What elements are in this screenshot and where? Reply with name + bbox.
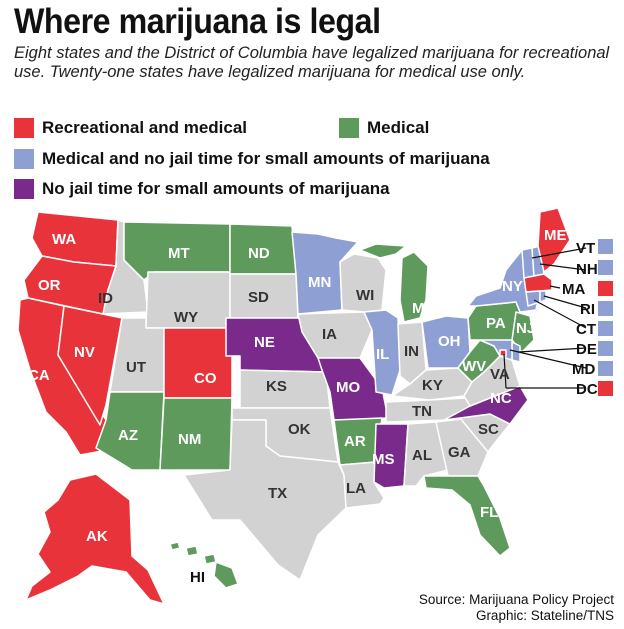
label-me: ME <box>544 227 567 244</box>
callout-label-nh: NH <box>576 261 598 278</box>
state-hi-2[interactable] <box>185 545 199 557</box>
legend-recreational: Recreational and medical <box>14 118 247 138</box>
state-hi-4[interactable] <box>213 561 239 589</box>
graphic-credit-line: Graphic: Stateline/TNS <box>475 608 614 623</box>
legend-swatch-medical <box>339 118 359 138</box>
label-nm: NM <box>178 431 201 448</box>
label-or: OR <box>38 277 61 294</box>
state-il[interactable] <box>363 309 401 396</box>
label-wy: WY <box>174 309 198 326</box>
callout-swatch-de <box>598 341 613 356</box>
state-dc[interactable] <box>499 349 507 357</box>
state-mi-upper[interactable] <box>359 243 407 259</box>
label-nv: NV <box>74 344 95 361</box>
callout-swatch-nh <box>598 260 613 275</box>
label-al: AL <box>412 447 432 464</box>
label-va: VA <box>490 366 510 383</box>
label-az: AZ <box>118 427 138 444</box>
legend-medical: Medical <box>339 118 429 138</box>
label-ut: UT <box>126 359 146 376</box>
legend-no-jail: No jail time for small amounts of mariju… <box>14 179 390 199</box>
label-sc: SC <box>478 421 499 438</box>
callout-label-vt: VT <box>576 240 595 257</box>
state-nj[interactable] <box>511 311 535 353</box>
label-tx: TX <box>268 485 287 502</box>
label-oh: OH <box>438 333 461 350</box>
source-line: Source: Marijuana Policy Project <box>418 592 614 607</box>
label-wa: WA <box>52 231 76 248</box>
state-fl[interactable] <box>423 475 511 557</box>
label-nj: NJ <box>516 320 535 337</box>
state-ms[interactable] <box>373 423 409 489</box>
callout-label-dc: DC <box>576 381 598 398</box>
callout-swatch-vt <box>598 239 613 254</box>
state-tx[interactable] <box>183 419 347 581</box>
label-la: LA <box>346 480 366 497</box>
label-pa: PA <box>486 315 506 332</box>
callout-swatch-ct <box>598 321 613 336</box>
label-ny: NY <box>502 278 523 295</box>
label-ok: OK <box>288 421 311 438</box>
label-wi: WI <box>356 287 374 304</box>
state-mi[interactable] <box>399 251 429 323</box>
label-in: IN <box>404 343 419 360</box>
callout-leaders <box>503 247 587 389</box>
state-ma[interactable] <box>523 273 553 293</box>
label-mt: MT <box>168 245 190 262</box>
callout-swatch-ri <box>598 301 613 316</box>
map-title: Where marijuana is legal <box>14 2 381 41</box>
label-ne: NE <box>254 334 275 351</box>
label-sd: SD <box>248 289 269 306</box>
label-ca: CA <box>28 367 50 384</box>
legend-label-no-jail: No jail time for small amounts of mariju… <box>42 179 390 198</box>
legend-label-recreational: Recreational and medical <box>42 118 248 137</box>
callout-label-de: DE <box>576 341 597 358</box>
callout-label-ct: CT <box>576 321 596 338</box>
callout-swatch-dc <box>598 381 613 396</box>
label-ga: GA <box>448 444 471 461</box>
legend-label-medical-no-jail: Medical and no jail time for small amoun… <box>42 149 490 168</box>
label-co: CO <box>194 370 217 387</box>
state-nv[interactable] <box>57 305 123 426</box>
label-nd: ND <box>248 245 270 262</box>
label-il: IL <box>376 346 389 363</box>
label-ia: IA <box>322 326 337 343</box>
label-mn: MN <box>308 274 331 291</box>
label-id: ID <box>98 290 113 307</box>
callout-label-ma: MA <box>562 281 585 298</box>
label-hi: HI <box>190 569 205 586</box>
legend-swatch-recreational <box>14 118 34 138</box>
legend-medical-no-jail: Medical and no jail time for small amoun… <box>14 149 490 169</box>
label-ks: KS <box>266 378 287 395</box>
label-ar: AR <box>344 433 366 450</box>
label-wv: WV <box>462 358 486 375</box>
state-co[interactable] <box>163 327 233 399</box>
label-nc: NC <box>490 390 512 407</box>
label-fl: FL <box>480 504 498 521</box>
source-credit: Source: Marijuana Policy Project Graphic… <box>419 592 614 624</box>
state-ak[interactable] <box>25 473 165 605</box>
state-hi-3[interactable] <box>203 553 217 565</box>
callout-label-ri: RI <box>580 301 595 318</box>
callout-label-md: MD <box>572 361 595 378</box>
legend-swatch-medical-no-jail <box>14 149 34 169</box>
label-mo: MO <box>336 379 360 396</box>
state-ri[interactable] <box>539 290 547 303</box>
legend-swatch-no-jail <box>14 179 34 199</box>
label-ky: KY <box>422 377 443 394</box>
label-tn: TN <box>412 403 432 420</box>
legend-label-medical: Medical <box>367 118 430 137</box>
label-ms: MS <box>372 451 395 468</box>
label-ak: AK <box>86 528 108 545</box>
state-az[interactable] <box>95 391 165 471</box>
label-mi: MI <box>412 300 429 317</box>
state-hi-1[interactable] <box>169 541 181 551</box>
map-subtitle: Eight states and the District of Columbi… <box>14 44 610 81</box>
callout-swatch-md <box>598 361 613 376</box>
state-wi[interactable] <box>339 253 387 313</box>
callout-swatch-ma <box>598 281 613 296</box>
